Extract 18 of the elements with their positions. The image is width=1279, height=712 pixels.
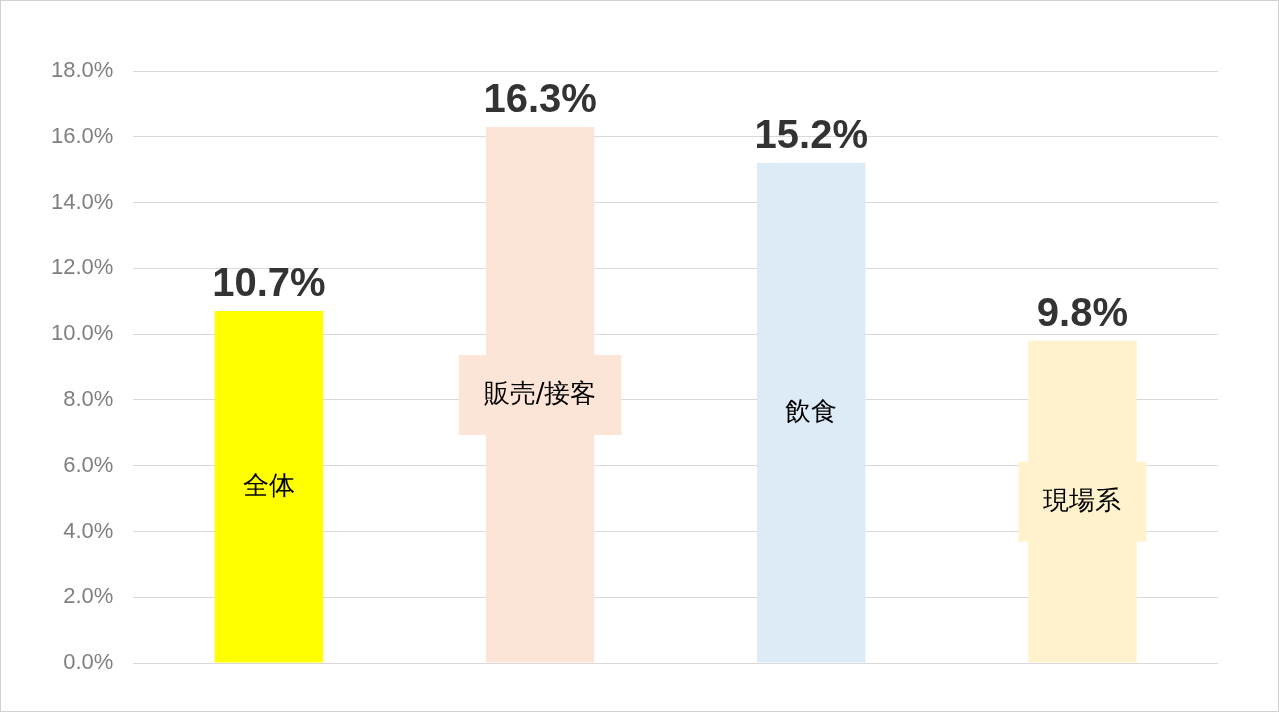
y-tick-label: 18.0% — [50, 57, 114, 83]
data-label: 9.8% — [1036, 289, 1129, 334]
y-tick-label: 16.0% — [50, 122, 114, 148]
y-tick-label: 4.0% — [63, 517, 114, 543]
y-tick-label: 14.0% — [50, 188, 114, 214]
x-tick-label: 現場系 — [1043, 484, 1122, 515]
y-tick-label: 0.0% — [63, 649, 114, 675]
y-tick-label: 8.0% — [63, 385, 114, 411]
y-tick-label: 10.0% — [50, 320, 114, 346]
x-tick-label: 飲食 — [785, 395, 838, 426]
data-label: 10.7% — [212, 260, 326, 305]
x-tick-label: 全体 — [242, 469, 295, 500]
y-tick-label: 2.0% — [63, 583, 114, 609]
x-tick-label: 販売/接客 — [483, 377, 597, 408]
data-label: 16.3% — [483, 75, 597, 120]
y-tick-label: 12.0% — [50, 254, 114, 280]
y-tick-label: 6.0% — [63, 451, 114, 477]
data-label: 15.2% — [754, 112, 868, 157]
